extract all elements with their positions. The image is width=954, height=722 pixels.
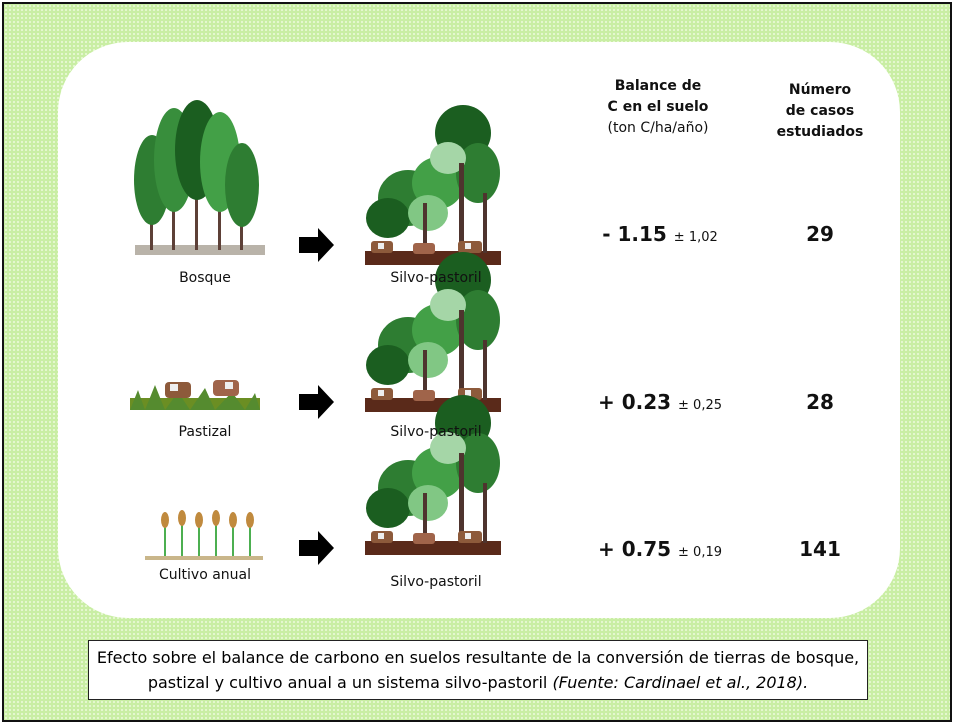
caption-body: Efecto sobre el balance de carbono en su… — [96, 648, 860, 692]
from-label: Pastizal — [178, 424, 232, 440]
pasture-image — [130, 380, 260, 410]
balance-error: ± 0,25 — [678, 398, 723, 413]
balance-value: - 1.15 ± 1,02 — [602, 222, 718, 246]
cases-value: 29 — [806, 222, 834, 246]
forest-image — [134, 100, 265, 255]
header-line: C en el suelo — [607, 99, 709, 115]
arrow — [299, 228, 334, 262]
silvo-pastoral-image — [365, 395, 501, 555]
from-label: Cultivo anual — [158, 567, 252, 583]
header-line: Balance de — [614, 78, 702, 94]
caption-text: Efecto sobre el balance de carbono en su… — [95, 645, 861, 695]
balance-value: + 0.75 ± 0,19 — [598, 537, 722, 561]
balance-error: ± 1,02 — [673, 230, 718, 245]
caption: Efecto sobre el balance de carbono en su… — [88, 640, 868, 700]
cases-value: 141 — [799, 537, 841, 561]
header-line: de casos — [785, 103, 855, 119]
from-label: Bosque — [179, 270, 231, 286]
arrow — [299, 531, 334, 565]
caption-source: (Fuente: Cardinael et al., 2018). — [552, 673, 809, 692]
header-line: estudiados — [776, 124, 864, 140]
header-unit: (ton C/ha/año) — [607, 120, 709, 136]
balance: + 0.23 — [597, 390, 672, 414]
balance: + 0.75 — [597, 537, 672, 561]
cases-header: Número de casos estudiados — [777, 80, 864, 143]
arrow — [299, 385, 334, 419]
balance: - 1.15 — [602, 222, 667, 246]
to-label: Silvo-pastoril — [390, 424, 482, 440]
to-label: Silvo-pastoril — [390, 574, 482, 590]
crop-image — [145, 510, 263, 560]
balance-value: + 0.23 ± 0,25 — [598, 390, 722, 414]
balance-error: ± 0,19 — [678, 545, 723, 560]
silvo-pastoral-image — [365, 105, 501, 265]
header-line: Número — [788, 82, 852, 98]
cases-value: 28 — [806, 390, 834, 414]
balance-header: Balance de C en el suelo (ton C/ha/año) — [608, 76, 709, 139]
to-label: Silvo-pastoril — [390, 270, 482, 286]
